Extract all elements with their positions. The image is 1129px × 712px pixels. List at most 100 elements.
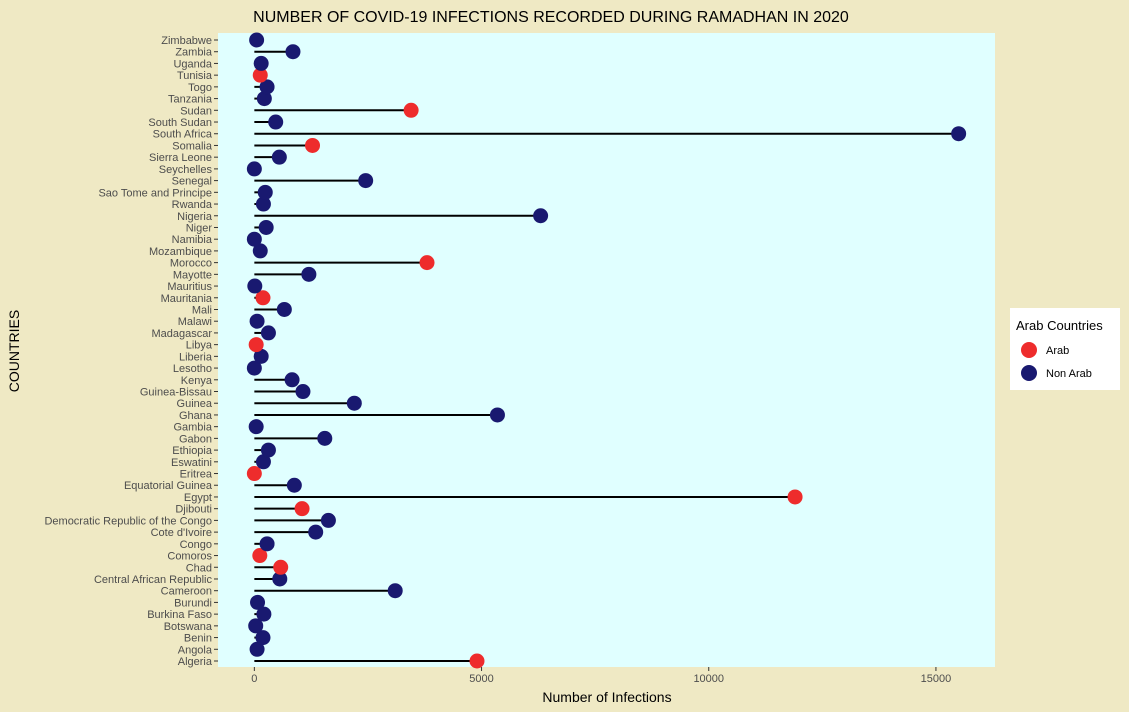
y-tick-label-malawi: Malawi	[178, 316, 212, 328]
y-tick-label-eswatini: Eswatini	[171, 457, 212, 469]
y-tick-label-chad: Chad	[186, 562, 212, 574]
point-cote-d-ivoire	[308, 524, 324, 540]
y-tick-label-tanzania: Tanzania	[168, 94, 213, 106]
x-axis-title: Number of Infections	[542, 689, 671, 705]
point-sao-tome-and-principe	[257, 184, 273, 200]
point-ghana	[489, 407, 505, 423]
point-sudan	[403, 102, 419, 118]
point-somalia	[305, 137, 321, 153]
y-tick-label-botswana: Botswana	[164, 621, 213, 633]
point-democratic-republic-of-the-congo	[320, 512, 336, 528]
y-tick-label-cote-d-ivoire: Cote d'Ivoire	[151, 527, 212, 539]
y-tick-label-sao-tome-and-principe: Sao Tome and Principe	[98, 187, 212, 199]
y-tick-label-ethiopia: Ethiopia	[172, 445, 213, 457]
point-gambia	[248, 419, 264, 435]
y-tick-label-mauritania: Mauritania	[161, 293, 213, 305]
point-eswatini	[255, 454, 271, 470]
y-tick-label-eritrea: Eritrea	[180, 469, 213, 481]
point-south-sudan	[268, 114, 284, 130]
y-tick-label-guinea-bissau: Guinea-Bissau	[140, 387, 212, 399]
point-burkina-faso	[256, 606, 272, 622]
point-sierra-leone	[271, 149, 287, 165]
y-tick-label-south-sudan: South Sudan	[148, 117, 212, 129]
point-lesotho	[246, 360, 262, 376]
x-axis: 0 5000 10000 15000	[251, 667, 951, 685]
point-tanzania	[256, 91, 272, 107]
y-tick-label-mauritius: Mauritius	[167, 281, 212, 293]
point-mozambique	[252, 243, 268, 259]
point-south-africa	[951, 126, 967, 142]
point-guinea-bissau	[295, 384, 311, 400]
y-tick-label-djibouti: Djibouti	[175, 504, 212, 516]
x-tick-label: 0	[251, 673, 257, 685]
point-eritrea	[246, 466, 262, 482]
y-tick-label-sierra-leone: Sierra Leone	[149, 152, 212, 164]
y-tick-label-sudan: Sudan	[180, 105, 212, 117]
y-tick-label-south-africa: South Africa	[153, 129, 213, 141]
point-burundi	[250, 594, 266, 610]
point-senegal	[358, 173, 374, 189]
point-djibouti	[294, 501, 310, 517]
point-libya	[248, 337, 264, 353]
legend-swatch-arab	[1021, 342, 1037, 358]
point-tunisia	[252, 67, 268, 83]
y-tick-label-nigeria: Nigeria	[177, 211, 213, 223]
y-tick-label-burundi: Burundi	[174, 597, 212, 609]
y-tick-label-ghana: Ghana	[179, 410, 213, 422]
y-tick-label-guinea: Guinea	[177, 398, 213, 410]
y-tick-label-tunisia: Tunisia	[177, 70, 213, 82]
y-tick-label-gabon: Gabon	[179, 433, 212, 445]
point-togo	[259, 79, 275, 95]
y-tick-label-equatorial-guinea: Equatorial Guinea	[124, 480, 213, 492]
point-malawi	[249, 313, 265, 329]
y-tick-label-seychelles: Seychelles	[159, 164, 213, 176]
y-tick-label-angola: Angola	[178, 644, 213, 656]
point-angola	[249, 641, 265, 657]
point-benin	[255, 630, 271, 646]
legend-title: Arab Countries	[1016, 318, 1103, 333]
x-tick-label: 5000	[469, 673, 493, 685]
y-tick-label-mali: Mali	[192, 304, 212, 316]
point-congo	[259, 536, 275, 552]
y-tick-label-namibia: Namibia	[172, 234, 213, 246]
point-ethiopia	[260, 442, 276, 458]
point-seychelles	[246, 161, 262, 177]
point-comoros	[252, 548, 268, 564]
y-axis-title: COUNTRIES	[6, 310, 22, 392]
point-niger	[258, 219, 274, 235]
point-mali	[276, 301, 292, 317]
y-tick-label-gambia: Gambia	[173, 422, 212, 434]
point-morocco	[419, 255, 435, 271]
y-tick-label-comoros: Comoros	[167, 551, 212, 563]
y-tick-label-cameroon: Cameroon	[161, 586, 212, 598]
y-tick-label-burkina-faso: Burkina Faso	[147, 609, 212, 621]
y-tick-label-togo: Togo	[188, 82, 212, 94]
legend-label-arab: Arab	[1046, 345, 1069, 357]
point-mayotte	[301, 266, 317, 282]
point-equatorial-guinea	[286, 477, 302, 493]
y-tick-label-egypt: Egypt	[184, 492, 212, 504]
lollipop-points	[246, 32, 967, 669]
point-liberia	[253, 348, 269, 364]
y-tick-label-benin: Benin	[184, 633, 212, 645]
point-zambia	[285, 44, 301, 60]
y-tick-label-rwanda: Rwanda	[172, 199, 213, 211]
y-tick-label-niger: Niger	[186, 222, 213, 234]
point-algeria	[469, 653, 485, 669]
point-zimbabwe	[249, 32, 265, 48]
y-tick-label-congo: Congo	[180, 539, 212, 551]
point-nigeria	[533, 208, 549, 224]
y-tick-label-senegal: Senegal	[172, 176, 212, 188]
y-tick-label-algeria: Algeria	[178, 656, 213, 668]
y-tick-label-libya: Libya	[186, 340, 213, 352]
point-mauritania	[255, 290, 271, 306]
legend-swatch-non-arab	[1021, 365, 1037, 381]
y-tick-label-morocco: Morocco	[170, 258, 212, 270]
point-madagascar	[260, 325, 276, 341]
y-tick-label-uganda: Uganda	[173, 58, 212, 70]
y-tick-label-central-african-republic: Central African Republic	[94, 574, 213, 586]
point-chad	[273, 559, 289, 575]
